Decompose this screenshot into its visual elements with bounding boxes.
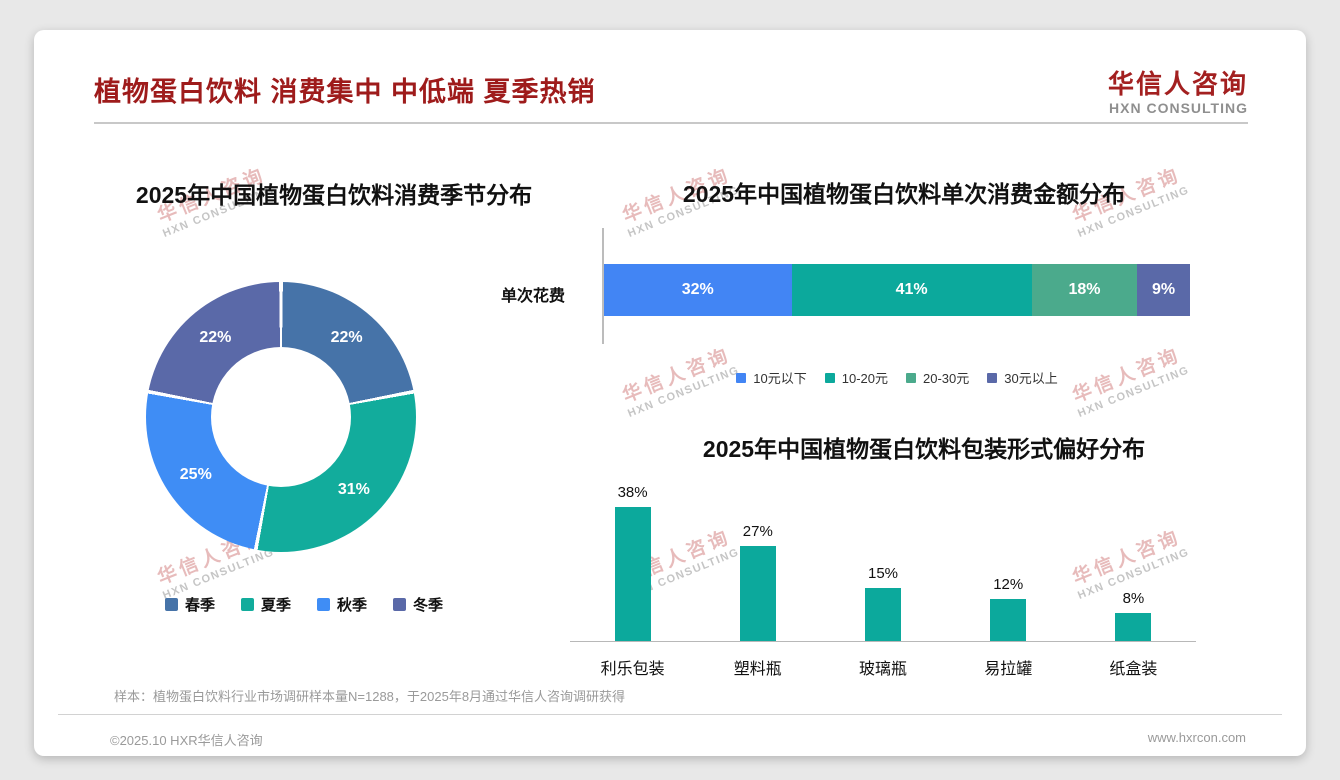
legend-item: 春季 <box>164 594 215 615</box>
bar <box>865 588 901 641</box>
bar-value-label: 12% <box>993 575 1024 593</box>
legend-swatch <box>736 372 747 383</box>
legend-item: 20-30元 <box>906 368 969 387</box>
legend-swatch <box>393 598 407 611</box>
header: 植物蛋白饮料 消费集中 中低端 夏季热销 华信人咨询 HXN CONSULTIN… <box>94 69 1248 116</box>
bar-value-label: 8% <box>1122 589 1145 607</box>
legend-label: 夏季 <box>260 597 291 614</box>
legend-item: 30元以上 <box>987 368 1058 387</box>
packaging-columns: 38% 27% 15% 12% 8% <box>570 470 1196 642</box>
legend-swatch <box>317 598 330 611</box>
packaging-chart-title: 2025年中国植物蛋白饮料包装形式偏好分布 <box>702 436 1146 462</box>
legend-swatch <box>164 598 178 611</box>
seasonal-donut: 22% 31% 25% 22% <box>146 282 416 552</box>
legend-label: 春季 <box>184 597 215 614</box>
spend-axis-line <box>602 228 604 344</box>
stack-segment: 41% <box>791 264 1032 316</box>
legend-item: 10元以下 <box>736 368 807 387</box>
bar-column: 27% <box>695 523 820 641</box>
bar-category-label: 玻璃瓶 <box>859 661 908 678</box>
bar-category-label: 塑料瓶 <box>733 661 782 678</box>
legend-swatch <box>987 372 998 383</box>
legend-item: 夏季 <box>240 594 291 615</box>
donut-value-label: 22% <box>330 328 363 346</box>
legend-swatch <box>906 372 916 383</box>
donut-value-label: 25% <box>179 465 212 483</box>
legend-item: 10-20元 <box>824 368 888 387</box>
donut-value-label: 31% <box>337 480 370 498</box>
stack-segment: 9% <box>1137 264 1190 316</box>
legend-item: 冬季 <box>393 594 443 615</box>
header-divider <box>94 122 1248 124</box>
legend-swatch <box>240 598 254 611</box>
stack-value-label: 32% <box>681 281 714 298</box>
bar-category-label: 易拉罐 <box>984 661 1033 678</box>
footer-divider <box>58 714 1282 715</box>
website-url: www.hxrcon.com <box>1147 730 1246 745</box>
copyright: ©2025.10 HXR华信人咨询 <box>110 733 263 748</box>
stack-value-label: 41% <box>895 281 928 298</box>
slide-content: 植物蛋白饮料 消费集中 中低端 夏季热销 华信人咨询 HXN CONSULTIN… <box>34 30 1306 756</box>
bar-column: 12% <box>946 576 1071 641</box>
legend-label: 10元以下 <box>753 371 807 386</box>
seasonal-legend: 春季 夏季 秋季 冬季 <box>74 594 534 615</box>
legend-item: 秋季 <box>317 594 367 615</box>
donut-hole <box>211 347 351 487</box>
bar-column: 8% <box>1071 590 1196 641</box>
bar <box>1115 612 1152 641</box>
stack-segment: 18% <box>1031 264 1138 316</box>
spend-legend: 10元以下 10-20元 20-30元 30元以上 <box>604 368 1190 387</box>
logo-name: 华信人咨询 <box>1107 69 1248 99</box>
packaging-category-labels: 利乐包装 塑料瓶 玻璃瓶 易拉罐 纸盒装 <box>570 655 1196 679</box>
bar <box>614 507 651 641</box>
donut-value-label: 22% <box>199 328 232 346</box>
legend-label: 30元以上 <box>1004 371 1058 386</box>
bar-value-label: 15% <box>867 565 899 583</box>
legend-label: 冬季 <box>413 597 444 614</box>
bar-column: 15% <box>820 565 945 641</box>
slide: 华信人咨询 HXN CONSULTING 华信人咨询 HXN CONSULTING 华信… <box>34 30 1306 756</box>
sample-footnote: 样本：植物蛋白饮料行业市场调研样本量N=1288，于2025年8月通过华信人咨询… <box>114 689 626 704</box>
page-title: 植物蛋白饮料 消费集中 中低端 夏季热销 <box>94 77 596 107</box>
stack-value-label: 18% <box>1068 281 1101 298</box>
stack-segment: 32% <box>604 264 792 316</box>
spend-chart-title: 2025年中国植物蛋白饮料单次消费金额分布 <box>682 181 1126 207</box>
logo-subtitle: HXN CONSULTING <box>1109 99 1248 116</box>
bar <box>739 545 776 641</box>
stack-value-label: 9% <box>1152 281 1176 298</box>
legend-swatch <box>824 372 835 383</box>
logo: 华信人咨询 HXN CONSULTING <box>1107 69 1248 116</box>
bar-category-label: 纸盒装 <box>1109 661 1158 678</box>
legend-label: 10-20元 <box>841 371 888 386</box>
bar-column: 38% <box>570 484 695 641</box>
bar-category-label: 利乐包装 <box>600 661 665 678</box>
bar <box>990 598 1027 641</box>
packaging-chart: 38% 27% 15% 12% 8% 利乐包装 塑料瓶 玻璃瓶 易拉罐 纸盒装 <box>570 470 1196 679</box>
spend-row-label: 单次花费 <box>500 288 565 305</box>
bar-value-label: 38% <box>617 484 648 502</box>
bar-value-label: 27% <box>742 522 773 540</box>
legend-label: 秋季 <box>337 597 368 614</box>
spend-stacked-bar: 32% 41% 18% 9% <box>604 264 1190 316</box>
legend-label: 20-30元 <box>923 371 970 386</box>
seasonal-chart-title: 2025年中国植物蛋白饮料消费季节分布 <box>135 182 533 208</box>
